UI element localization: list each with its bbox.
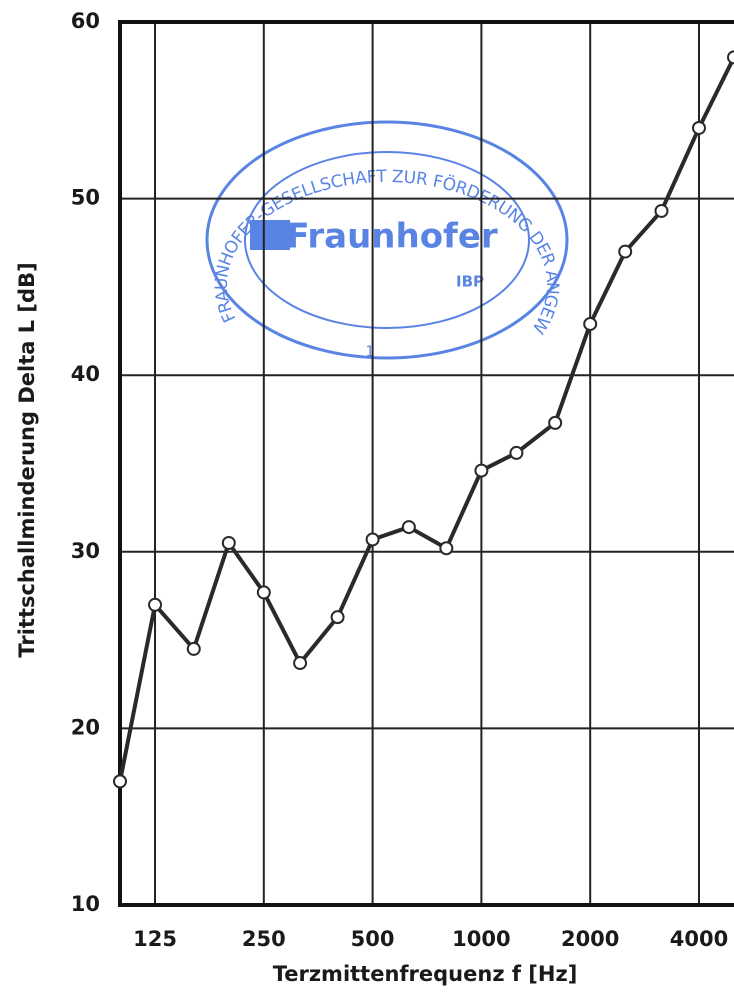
x-tick-label: 4000 <box>670 927 728 951</box>
data-point <box>113 774 127 789</box>
x-tick-label: 250 <box>242 927 286 951</box>
x-tick-label: 500 <box>351 927 395 951</box>
data-point <box>365 532 380 547</box>
y-tick-label: 50 <box>71 186 100 210</box>
data-point <box>293 656 308 671</box>
y-tick-label: 20 <box>71 715 100 739</box>
stamp-number: 1 <box>366 344 375 360</box>
plot-frame <box>118 20 734 907</box>
y-tick-label: 10 <box>71 892 100 916</box>
stamp-inner <box>244 151 530 329</box>
data-point <box>401 520 416 535</box>
x-tick-label: 1000 <box>452 927 510 951</box>
data-point <box>256 585 271 600</box>
data-line <box>118 56 734 782</box>
data-point <box>148 597 163 612</box>
stamp-unit: IBP <box>456 273 484 291</box>
stamp-outer <box>205 120 569 360</box>
x-tick-label: 125 <box>133 927 177 951</box>
data-point <box>509 445 524 460</box>
y-tick-label: 40 <box>71 362 100 386</box>
data-point <box>330 610 345 625</box>
y-axis-label: Trittschallminderung Delta L [dB] <box>15 262 39 657</box>
y-tick-label: 60 <box>71 9 100 33</box>
y-tick-label: 30 <box>71 539 100 563</box>
data-point <box>548 415 563 430</box>
data-point <box>618 244 633 259</box>
data-point <box>439 541 454 556</box>
x-tick-label: 2000 <box>561 927 619 951</box>
data-point <box>654 203 669 218</box>
data-point <box>186 641 201 656</box>
stamp-logo <box>250 220 290 250</box>
data-point <box>474 463 489 478</box>
data-point <box>583 316 598 331</box>
stamp-name: Fraunhofer <box>286 217 498 257</box>
data-point <box>691 120 706 135</box>
x-axis-label: Terzmittenfrequenz f [Hz] <box>273 962 578 986</box>
data-point <box>221 535 236 550</box>
data-point <box>727 50 734 65</box>
